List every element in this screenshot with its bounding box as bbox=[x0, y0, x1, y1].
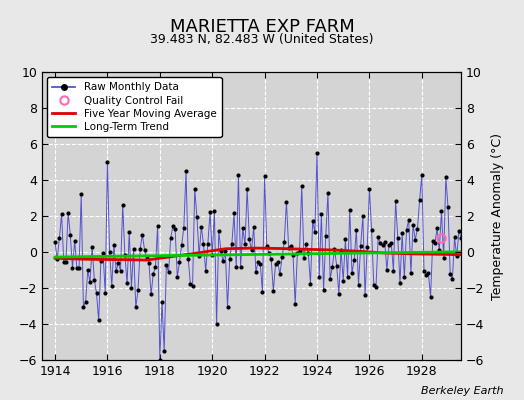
Text: Berkeley Earth: Berkeley Earth bbox=[421, 386, 503, 396]
Legend: Raw Monthly Data, Quality Control Fail, Five Year Moving Average, Long-Term Tren: Raw Monthly Data, Quality Control Fail, … bbox=[47, 77, 222, 137]
Y-axis label: Temperature Anomaly (°C): Temperature Anomaly (°C) bbox=[492, 132, 504, 300]
Text: 39.483 N, 82.483 W (United States): 39.483 N, 82.483 W (United States) bbox=[150, 33, 374, 46]
Text: MARIETTA EXP FARM: MARIETTA EXP FARM bbox=[170, 18, 354, 36]
